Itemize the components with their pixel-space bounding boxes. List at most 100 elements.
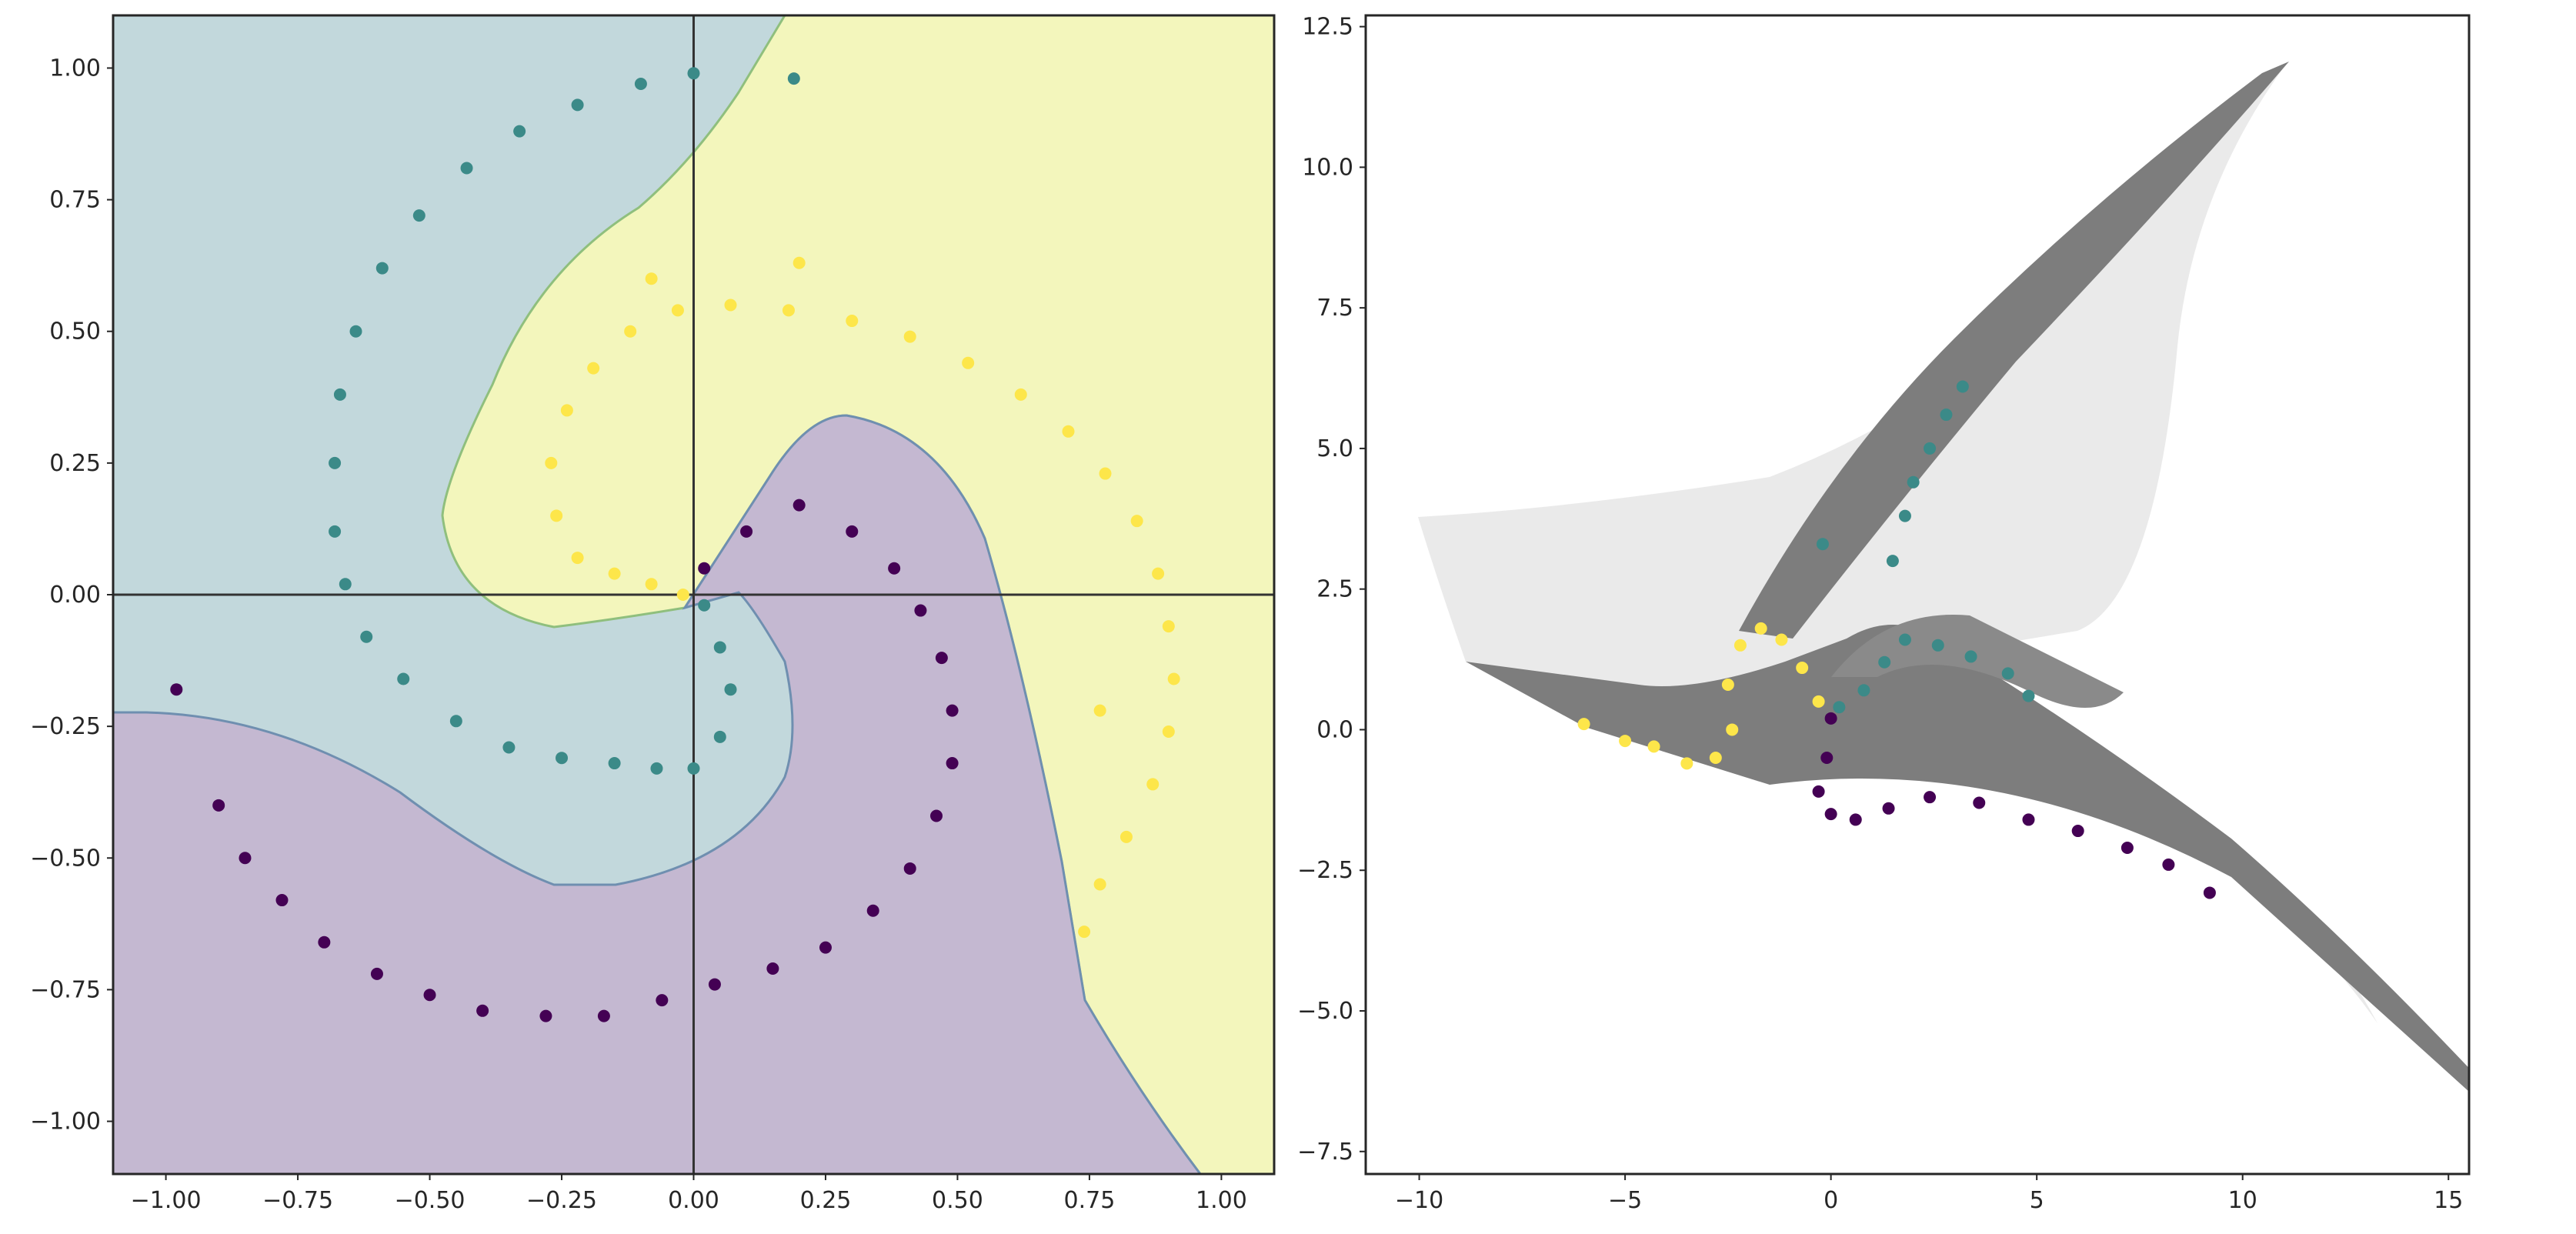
scatter-point-class-2 [962,356,975,369]
scatter-point-class-1 [1924,442,1937,455]
scatter-point-class-1 [556,752,569,765]
scatter-point-class-0 [2022,813,2035,826]
scatter-point-class-2 [1162,620,1175,633]
scatter-point-class-0 [170,683,183,696]
scatter-point-class-1 [724,683,737,696]
scatter-point-class-2 [1709,752,1722,765]
region-class-0 [113,414,1202,1174]
scatter-point-class-0 [946,704,959,717]
scatter-point-class-1 [687,67,700,80]
scatter-point-class-1 [713,730,726,743]
y-tick-label: 12.5 [1302,14,1353,41]
scatter-point-class-1 [375,262,389,275]
scatter-point-class-1 [1857,684,1870,697]
scatter-point-class-0 [914,604,927,617]
scatter-point-class-1 [650,762,663,775]
scatter-point-class-2 [792,256,806,269]
scatter-point-class-1 [349,325,362,338]
grid-surface-band-diagonal [1739,62,2289,639]
scatter-point-class-2 [1093,878,1106,891]
scatter-point-class-1 [360,630,373,643]
scatter-point-class-1 [1886,555,1899,568]
scatter-point-class-0 [597,1009,610,1022]
scatter-point-class-2 [846,315,859,328]
y-tick-label: 0.0 [1316,716,1353,743]
scatter-point-class-2 [1078,926,1091,939]
scatter-point-class-2 [624,325,637,338]
x-tick-label: −10 [1395,1187,1443,1214]
y-tick-label: 1.00 [49,55,101,82]
scatter-point-class-0 [539,1009,552,1022]
scatter-point-class-1 [1940,409,1953,422]
scatter-point-class-0 [888,562,901,575]
x-tick-label: 0.00 [668,1187,719,1214]
scatter-point-class-2 [1754,622,1767,635]
scatter-point-class-2 [571,552,584,565]
scatter-point-class-2 [1130,515,1143,528]
y-tick-label: −0.75 [30,976,101,1003]
scatter-point-class-0 [2203,886,2216,899]
scatter-point-class-1 [333,388,346,401]
scatter-point-class-0 [946,757,959,770]
scatter-point-class-0 [1924,791,1937,804]
scatter-point-class-0 [740,525,753,538]
scatter-point-class-2 [903,330,916,343]
scatter-point-class-1 [339,578,352,591]
scatter-point-class-1 [460,162,473,175]
scatter-point-class-0 [318,936,331,949]
scatter-point-class-1 [502,741,516,754]
scatter-point-class-1 [687,762,700,775]
y-tick-label: −1.00 [30,1109,101,1136]
scatter-point-class-2 [608,567,621,580]
scatter-point-class-0 [1824,808,1837,821]
scatter-point-class-0 [698,562,711,575]
x-tick-label: 5 [2030,1187,2044,1214]
scatter-point-class-1 [2001,667,2014,680]
scatter-point-class-1 [634,77,647,90]
scatter-point-class-0 [656,994,669,1007]
scatter-point-class-2 [550,509,563,522]
scatter-point-class-2 [1146,778,1160,791]
scatter-point-class-2 [645,272,658,285]
y-tick-label: −0.25 [30,713,101,740]
scatter-point-class-0 [1973,796,1986,809]
x-tick-label: 0.50 [932,1187,983,1214]
scatter-point-class-2 [1647,740,1660,753]
x-tick-label: −5 [1608,1187,1642,1214]
x-tick-label: −0.25 [526,1187,597,1214]
grid-surface-band-main [1466,625,2469,1092]
scatter-point-class-0 [1882,802,1895,815]
scatter-point-class-1 [513,125,526,138]
scatter-point-class-2 [1577,718,1590,731]
scatter-point-class-2 [587,362,600,375]
scatter-point-class-2 [1093,704,1106,717]
scatter-point-class-1 [1956,380,1969,393]
scatter-point-class-2 [1726,723,1739,736]
y-tick-label: 0.00 [49,582,101,609]
y-tick-label: 5.0 [1316,435,1353,462]
x-tick-label: −0.50 [395,1187,465,1214]
scatter-point-class-1 [1907,475,1920,489]
scatter-point-class-2 [1733,639,1747,652]
scatter-point-class-1 [698,599,711,612]
scatter-point-class-1 [1898,509,1911,522]
decision-boundary-panel: −1.00 −0.75 −0.50 −0.25 0.00 0.25 0.50 0.75 1.00… [30,14,1276,1214]
scatter-point-class-0 [1812,785,1825,798]
scatter-point-class-1 [1833,701,1846,714]
scatter-point-class-1 [412,209,425,222]
scatter-point-class-0 [2071,825,2084,838]
scatter-point-class-0 [866,904,879,917]
scatter-point-class-2 [676,589,689,601]
grid-surface-light [1418,65,2285,715]
y-tick-label: 7.5 [1316,295,1353,322]
y-tick-label: −2.5 [1297,857,1353,884]
scatter-point-class-1 [1931,639,1944,652]
scatter-point-class-2 [1099,467,1112,480]
x-tick-label: 0.75 [1064,1187,1116,1214]
scatter-point-class-1 [1898,633,1911,646]
y-tick-label: 2.5 [1316,576,1353,603]
x-tick-label: 0 [1824,1187,1838,1214]
y-tick-label: −5.0 [1297,998,1353,1025]
x-tick-label: −1.00 [131,1187,202,1214]
